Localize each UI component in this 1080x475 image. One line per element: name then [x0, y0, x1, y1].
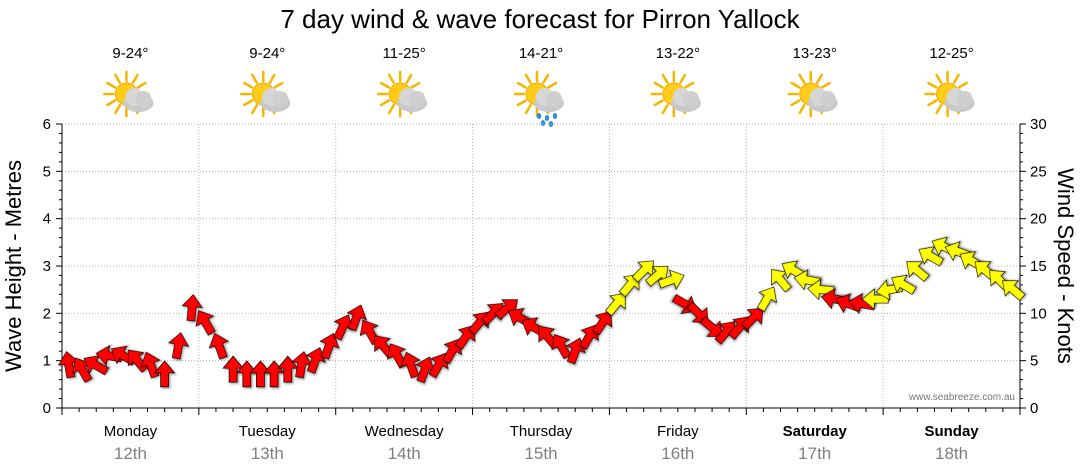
- day-date-label: 13th: [251, 444, 284, 463]
- day-name-label: Friday: [657, 423, 699, 440]
- left-tick-label: 0: [43, 400, 51, 417]
- day-name-label: Thursday: [510, 423, 573, 440]
- right-tick-label: 30: [1030, 116, 1047, 133]
- chart-grid: [62, 123, 1020, 408]
- wind-arrow: [605, 292, 626, 317]
- wind-arrows: [57, 236, 1026, 388]
- day-name-label: Monday: [104, 423, 158, 440]
- wind-arrow: [153, 360, 176, 388]
- wind-arrow: [741, 307, 764, 330]
- wind-arrow: [551, 333, 572, 360]
- left-tick-label: 5: [43, 163, 51, 180]
- partly-cloudy-icon: [650, 70, 701, 118]
- day-date-label: 16th: [661, 444, 694, 463]
- wind-arrow: [140, 351, 161, 379]
- day-date-label: 14th: [388, 444, 421, 463]
- wind-arrow: [346, 304, 367, 332]
- wind-arrow: [618, 273, 640, 298]
- day-name-label: Sunday: [924, 423, 979, 440]
- temperature-range: 13-23°: [793, 45, 837, 62]
- rain-shower-icon: [513, 70, 564, 127]
- wind-arrow: [319, 332, 340, 360]
- wind-arrow: [891, 274, 917, 295]
- wind-arrow: [686, 301, 709, 324]
- partly-cloudy-icon: [240, 70, 291, 118]
- left-tick-label: 6: [43, 116, 51, 133]
- chart-axes: 0 1 2 3 4 5 6 0 5 10 15 20 25 30 Wave Height - Metres W…: [1, 116, 1078, 417]
- temperature-range: 13-22°: [656, 45, 700, 62]
- wind-arrow: [918, 246, 944, 267]
- day-date-label: 15th: [524, 444, 557, 463]
- temperature-range: 9-24°: [112, 45, 148, 62]
- day-date-label: 18th: [935, 444, 968, 463]
- left-tick-label: 3: [43, 258, 51, 275]
- wind-arrow: [591, 310, 613, 336]
- right-tick-label: 10: [1030, 305, 1047, 322]
- partly-cloudy-icon: [103, 70, 154, 118]
- temperature-range: 11-25°: [383, 45, 426, 62]
- temperature-range: 14-21°: [519, 45, 563, 62]
- chart-title: 7 day wind & wave forecast for Pirron Ya…: [280, 4, 800, 34]
- day-labels: Monday 12th Tuesday 13th Wednesday 14th Thursd…: [104, 423, 980, 463]
- day-date-label: 12th: [114, 444, 147, 463]
- wind-arrow: [756, 286, 777, 312]
- wind-arrow: [455, 325, 476, 350]
- wind-arrow: [168, 332, 190, 360]
- right-axis-label: Wind Speed - Knots: [1053, 168, 1078, 364]
- day-name-label: Wednesday: [365, 423, 444, 440]
- wind-arrow: [208, 332, 229, 360]
- partly-cloudy-icon: [924, 70, 975, 118]
- right-tick-label: 5: [1030, 353, 1038, 370]
- day-name-label: Saturday: [783, 423, 848, 440]
- wind-arrow: [699, 316, 724, 337]
- right-tick-label: 0: [1030, 400, 1038, 417]
- day-name-label: Tuesday: [239, 423, 296, 440]
- left-tick-label: 2: [43, 305, 51, 322]
- temperature-range: 12-25°: [929, 45, 973, 62]
- partly-cloudy-icon: [376, 70, 428, 118]
- right-tick-label: 25: [1030, 163, 1047, 180]
- day-date-label: 17th: [798, 444, 831, 463]
- wind-arrow: [305, 347, 326, 374]
- wind-arrow: [1002, 280, 1026, 301]
- right-tick-label: 15: [1030, 258, 1047, 275]
- partly-cloudy-icon: [787, 70, 838, 118]
- right-tick-label: 20: [1030, 211, 1047, 228]
- weather-row: 9-24° 9-24° 11-25° 14-21° 13-22° 13-23° 12-25°: [103, 45, 975, 127]
- wind-arrow: [249, 360, 272, 388]
- wind-arrow: [906, 261, 930, 282]
- wind-arrow: [127, 349, 149, 373]
- temperature-range: 9-24°: [249, 45, 285, 62]
- left-tick-label: 1: [43, 353, 51, 370]
- wind-arrow: [400, 351, 421, 379]
- wind-arrow: [181, 294, 203, 322]
- wind-arrow: [657, 269, 685, 290]
- wind-arrow: [195, 310, 216, 336]
- left-axis-label: Wave Height - Metres: [1, 160, 26, 372]
- watermark: www.seabreeze.com.au: [908, 392, 1015, 403]
- left-tick-label: 4: [43, 211, 51, 228]
